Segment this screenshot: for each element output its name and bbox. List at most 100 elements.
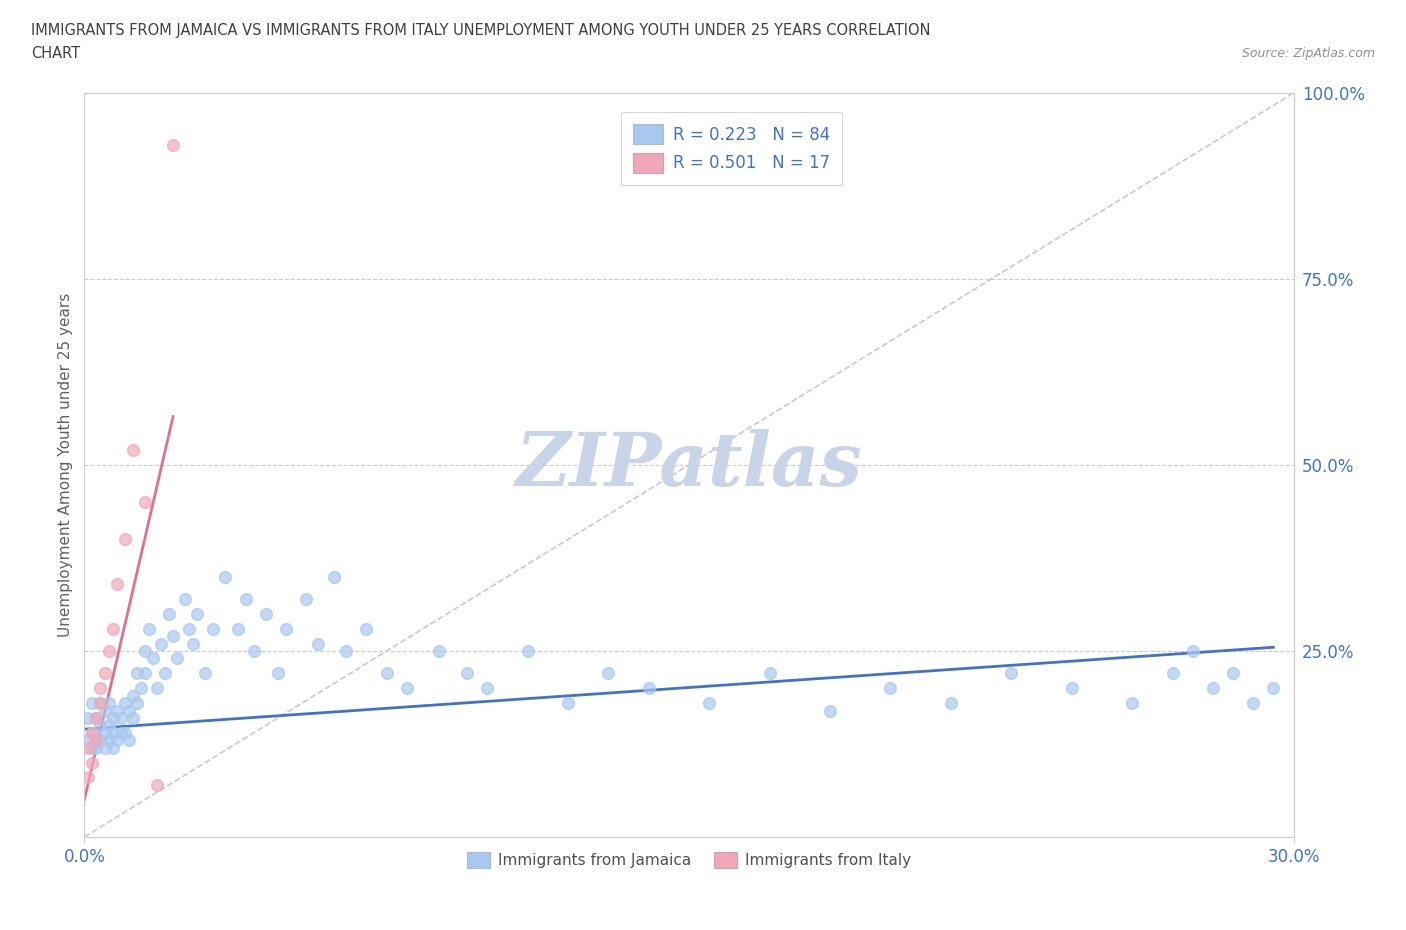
Point (242, 644, 264, 658)
Point (697, 696, 720, 711)
Point (456, 666, 478, 681)
Point (1121, 696, 1143, 711)
Point (356, 621, 378, 636)
Point (181, 636, 204, 651)
Point (101, 725, 124, 740)
Point (162, 138, 184, 153)
Point (97, 733, 120, 748)
Legend: Immigrants from Jamaica, Immigrants from Italy: Immigrants from Jamaica, Immigrants from… (461, 845, 917, 874)
Point (1263, 681, 1285, 696)
Point (110, 725, 132, 740)
Point (89, 696, 111, 711)
Point (516, 644, 538, 658)
Point (97, 696, 120, 711)
Point (267, 666, 290, 681)
Point (121, 711, 143, 725)
Point (939, 696, 962, 711)
Point (121, 688, 143, 703)
Point (395, 681, 418, 696)
Point (101, 740, 124, 755)
Point (818, 703, 841, 718)
Point (1060, 681, 1083, 696)
Point (129, 681, 152, 696)
Point (89, 718, 111, 733)
Point (125, 696, 148, 711)
Point (82, 696, 104, 711)
Point (335, 644, 357, 658)
Text: CHART: CHART (31, 46, 80, 61)
Point (146, 777, 169, 792)
Point (202, 621, 225, 636)
Point (118, 703, 141, 718)
Point (134, 495, 156, 510)
Point (477, 681, 499, 696)
Point (93, 740, 115, 755)
Point (134, 666, 156, 681)
Point (114, 725, 136, 740)
Point (77, 711, 100, 725)
Point (77, 770, 100, 785)
Point (82, 740, 104, 755)
Point (1000, 666, 1022, 681)
Point (86, 711, 108, 725)
Point (254, 606, 277, 621)
Point (157, 606, 180, 621)
Point (77, 740, 100, 755)
Point (105, 577, 128, 591)
Point (134, 644, 156, 658)
Point (86, 740, 108, 755)
Point (323, 569, 346, 584)
Point (1241, 696, 1264, 711)
Point (226, 621, 249, 636)
Point (174, 591, 197, 606)
Point (89, 733, 111, 748)
Point (93, 666, 115, 681)
Point (179, 621, 201, 636)
Point (105, 703, 128, 718)
Point (93, 703, 115, 718)
Point (307, 636, 329, 651)
Point (149, 636, 172, 651)
Point (82, 725, 104, 740)
Point (77, 733, 100, 748)
Point (110, 711, 132, 725)
Point (97, 718, 120, 733)
Point (427, 644, 450, 658)
Point (1161, 666, 1184, 681)
Point (86, 733, 108, 748)
Point (879, 681, 901, 696)
Point (114, 532, 136, 547)
Point (1181, 644, 1204, 658)
Point (295, 591, 318, 606)
Point (557, 696, 579, 711)
Point (125, 666, 148, 681)
Point (637, 681, 659, 696)
Point (186, 606, 208, 621)
Point (146, 681, 169, 696)
Point (375, 666, 398, 681)
Point (93, 725, 115, 740)
Point (142, 651, 165, 666)
Point (274, 621, 297, 636)
Text: ZIPatlas: ZIPatlas (516, 429, 862, 501)
Point (89, 681, 111, 696)
Point (86, 711, 108, 725)
Point (162, 629, 184, 644)
Point (138, 621, 160, 636)
Point (82, 755, 104, 770)
Point (1222, 666, 1244, 681)
Point (235, 591, 257, 606)
Point (598, 666, 620, 681)
Point (153, 666, 176, 681)
Point (194, 666, 217, 681)
Point (758, 666, 780, 681)
Point (121, 443, 143, 458)
Y-axis label: Unemployment Among Youth under 25 years: Unemployment Among Youth under 25 years (58, 293, 73, 637)
Text: IMMIGRANTS FROM JAMAICA VS IMMIGRANTS FROM ITALY UNEMPLOYMENT AMONG YOUTH UNDER : IMMIGRANTS FROM JAMAICA VS IMMIGRANTS FR… (31, 23, 931, 38)
Point (166, 651, 188, 666)
Point (214, 569, 236, 584)
Point (105, 733, 128, 748)
Point (82, 725, 104, 740)
Text: Source: ZipAtlas.com: Source: ZipAtlas.com (1241, 46, 1375, 60)
Point (97, 644, 120, 658)
